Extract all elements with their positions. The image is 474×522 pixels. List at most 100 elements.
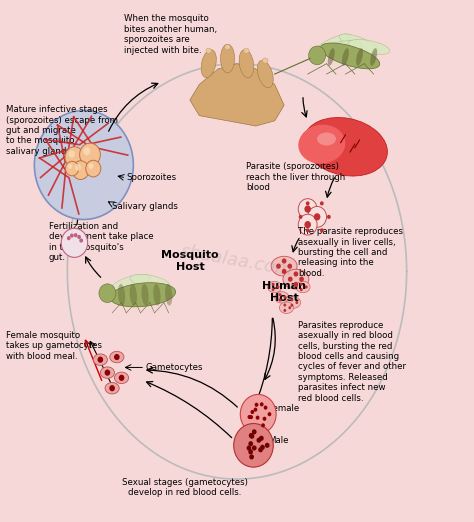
Circle shape <box>86 160 101 177</box>
Polygon shape <box>190 64 284 126</box>
Ellipse shape <box>111 275 150 291</box>
Circle shape <box>309 46 326 65</box>
Circle shape <box>299 215 302 219</box>
Circle shape <box>298 214 317 235</box>
Ellipse shape <box>296 281 310 293</box>
Circle shape <box>99 284 116 303</box>
Circle shape <box>295 301 298 304</box>
Circle shape <box>306 228 310 232</box>
Circle shape <box>79 239 83 243</box>
Circle shape <box>114 354 119 360</box>
Circle shape <box>253 435 257 440</box>
Circle shape <box>83 147 91 155</box>
Ellipse shape <box>105 383 119 394</box>
Circle shape <box>77 235 81 239</box>
Circle shape <box>272 283 274 286</box>
Circle shape <box>279 293 282 296</box>
Circle shape <box>255 447 259 452</box>
Circle shape <box>327 215 331 219</box>
Ellipse shape <box>100 367 115 378</box>
Text: Parasites reproduce
asexually in red blood
cells, bursting the red
blood cells a: Parasites reproduce asexually in red blo… <box>298 321 406 402</box>
Circle shape <box>305 286 308 289</box>
Circle shape <box>88 163 94 169</box>
Circle shape <box>283 296 286 299</box>
Ellipse shape <box>263 58 268 63</box>
Circle shape <box>283 309 286 312</box>
Ellipse shape <box>303 117 387 176</box>
Ellipse shape <box>370 48 377 66</box>
Ellipse shape <box>115 372 128 384</box>
Circle shape <box>272 288 274 291</box>
Text: Human
Host: Human Host <box>262 281 306 303</box>
Ellipse shape <box>298 125 346 164</box>
Circle shape <box>283 303 286 306</box>
Circle shape <box>249 406 253 410</box>
Circle shape <box>247 456 252 461</box>
Circle shape <box>255 409 259 413</box>
Circle shape <box>246 437 251 442</box>
Text: Male: Male <box>268 436 288 445</box>
Circle shape <box>287 264 292 269</box>
Ellipse shape <box>130 284 137 305</box>
Circle shape <box>282 258 286 264</box>
Text: Fertilization and
development take place
in the mosquito's
gut.: Fertilization and development take place… <box>48 222 153 262</box>
Circle shape <box>291 298 293 301</box>
Circle shape <box>314 213 320 220</box>
Circle shape <box>293 271 298 277</box>
Text: Female: Female <box>268 405 299 413</box>
Circle shape <box>258 452 263 457</box>
Ellipse shape <box>271 256 297 276</box>
Ellipse shape <box>153 284 161 305</box>
Ellipse shape <box>257 61 273 88</box>
Text: Gametocytes: Gametocytes <box>145 363 202 372</box>
Circle shape <box>74 233 78 237</box>
Ellipse shape <box>342 48 349 66</box>
Circle shape <box>276 264 281 269</box>
Ellipse shape <box>130 275 170 289</box>
Ellipse shape <box>118 284 125 305</box>
Ellipse shape <box>110 351 124 363</box>
Ellipse shape <box>317 133 336 146</box>
Ellipse shape <box>239 50 254 78</box>
Circle shape <box>300 288 303 291</box>
Circle shape <box>61 228 88 257</box>
Ellipse shape <box>93 354 108 365</box>
Circle shape <box>67 236 71 240</box>
Circle shape <box>70 233 73 238</box>
Circle shape <box>251 414 255 419</box>
Circle shape <box>299 277 304 282</box>
Circle shape <box>65 161 79 176</box>
Ellipse shape <box>220 44 235 73</box>
Circle shape <box>288 306 291 310</box>
Circle shape <box>68 164 73 169</box>
Text: The parasite reproduces
asexually in liver cells,
bursting the cell and
releasin: The parasite reproduces asexually in liv… <box>298 227 403 278</box>
Circle shape <box>234 423 273 467</box>
Ellipse shape <box>320 43 380 69</box>
Circle shape <box>262 416 265 420</box>
Circle shape <box>248 452 253 457</box>
Circle shape <box>75 164 81 171</box>
Circle shape <box>253 432 258 437</box>
Circle shape <box>250 432 255 437</box>
Text: Mature infective stages
(sporozoites) escape from
gut and migrate
to the mosquit: Mature infective stages (sporozoites) es… <box>6 105 118 156</box>
Circle shape <box>255 417 259 421</box>
Text: shaalaa.com: shaalaa.com <box>179 242 295 280</box>
Circle shape <box>298 199 317 219</box>
Circle shape <box>109 385 115 392</box>
Circle shape <box>80 143 100 166</box>
Ellipse shape <box>279 302 293 313</box>
Ellipse shape <box>356 48 363 66</box>
Circle shape <box>306 201 310 206</box>
Circle shape <box>320 228 324 232</box>
Text: Parasite (sporozoites)
reach the liver through
blood: Parasite (sporozoites) reach the liver t… <box>246 162 346 192</box>
Circle shape <box>264 412 267 416</box>
Text: Salivary glands: Salivary glands <box>112 202 178 211</box>
Circle shape <box>279 299 282 302</box>
Circle shape <box>240 395 276 434</box>
Circle shape <box>261 438 266 444</box>
Circle shape <box>72 161 89 180</box>
Circle shape <box>105 370 110 376</box>
Circle shape <box>251 422 255 426</box>
Ellipse shape <box>141 284 149 305</box>
Ellipse shape <box>312 34 351 57</box>
